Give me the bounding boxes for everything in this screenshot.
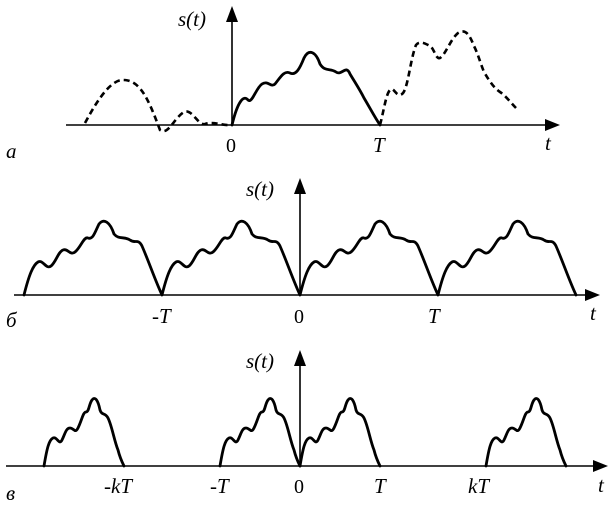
panel-b-xlabel: t xyxy=(590,301,597,325)
panel-a-letter: а xyxy=(6,139,17,163)
panel-b: s(t) t б -T 0 T xyxy=(6,177,600,332)
panel-c: s(t) t в -kT -T 0 T kT xyxy=(6,349,608,505)
panel-a-tick-0: 0 xyxy=(226,135,236,157)
panel-c-letter: в xyxy=(6,481,15,505)
panel-a-tick-T: T xyxy=(373,133,386,157)
panel-a-dashed-right xyxy=(378,30,517,126)
panel-a-ylabel: s(t) xyxy=(178,7,206,31)
panel-c-pulse-kT xyxy=(484,397,568,468)
panel-c-pulse-T xyxy=(298,397,382,468)
panel-c-t-arrow xyxy=(593,460,608,472)
panel-c-tick-neg-T: -T xyxy=(210,474,230,498)
panel-b-ylabel: s(t) xyxy=(246,177,274,201)
panel-b-tick-T: T xyxy=(428,304,441,328)
panel-c-tick-T: T xyxy=(374,474,387,498)
panel-b-t-arrow xyxy=(585,289,600,301)
panel-c-pulse-neg-kT xyxy=(42,397,126,468)
panel-b-letter: б xyxy=(6,308,18,332)
panel-a-signal-segment xyxy=(230,50,382,127)
panel-c-s-arrow xyxy=(294,350,306,366)
panel-b-tick-neg-T: -T xyxy=(152,304,172,328)
panel-a-t-arrow xyxy=(545,119,560,131)
panel-a-xlabel: t xyxy=(545,131,552,155)
panel-c-tick-kT: kT xyxy=(468,474,490,498)
panel-a-s-arrow xyxy=(226,6,238,22)
panel-a: s(t) t а 0 T xyxy=(6,6,560,163)
panel-c-tick-neg-kT: -kT xyxy=(104,474,133,498)
panel-b-s-arrow xyxy=(294,178,306,194)
panel-c-ylabel: s(t) xyxy=(246,349,274,373)
panel-b-periodic-signal xyxy=(22,219,578,297)
panel-c-tick-0: 0 xyxy=(294,476,304,498)
panel-b-tick-0: 0 xyxy=(294,306,304,328)
panel-c-xlabel: t xyxy=(598,473,605,497)
panel-a-dashed-left xyxy=(83,78,233,133)
panel-c-pulse-neg-T xyxy=(218,397,302,468)
